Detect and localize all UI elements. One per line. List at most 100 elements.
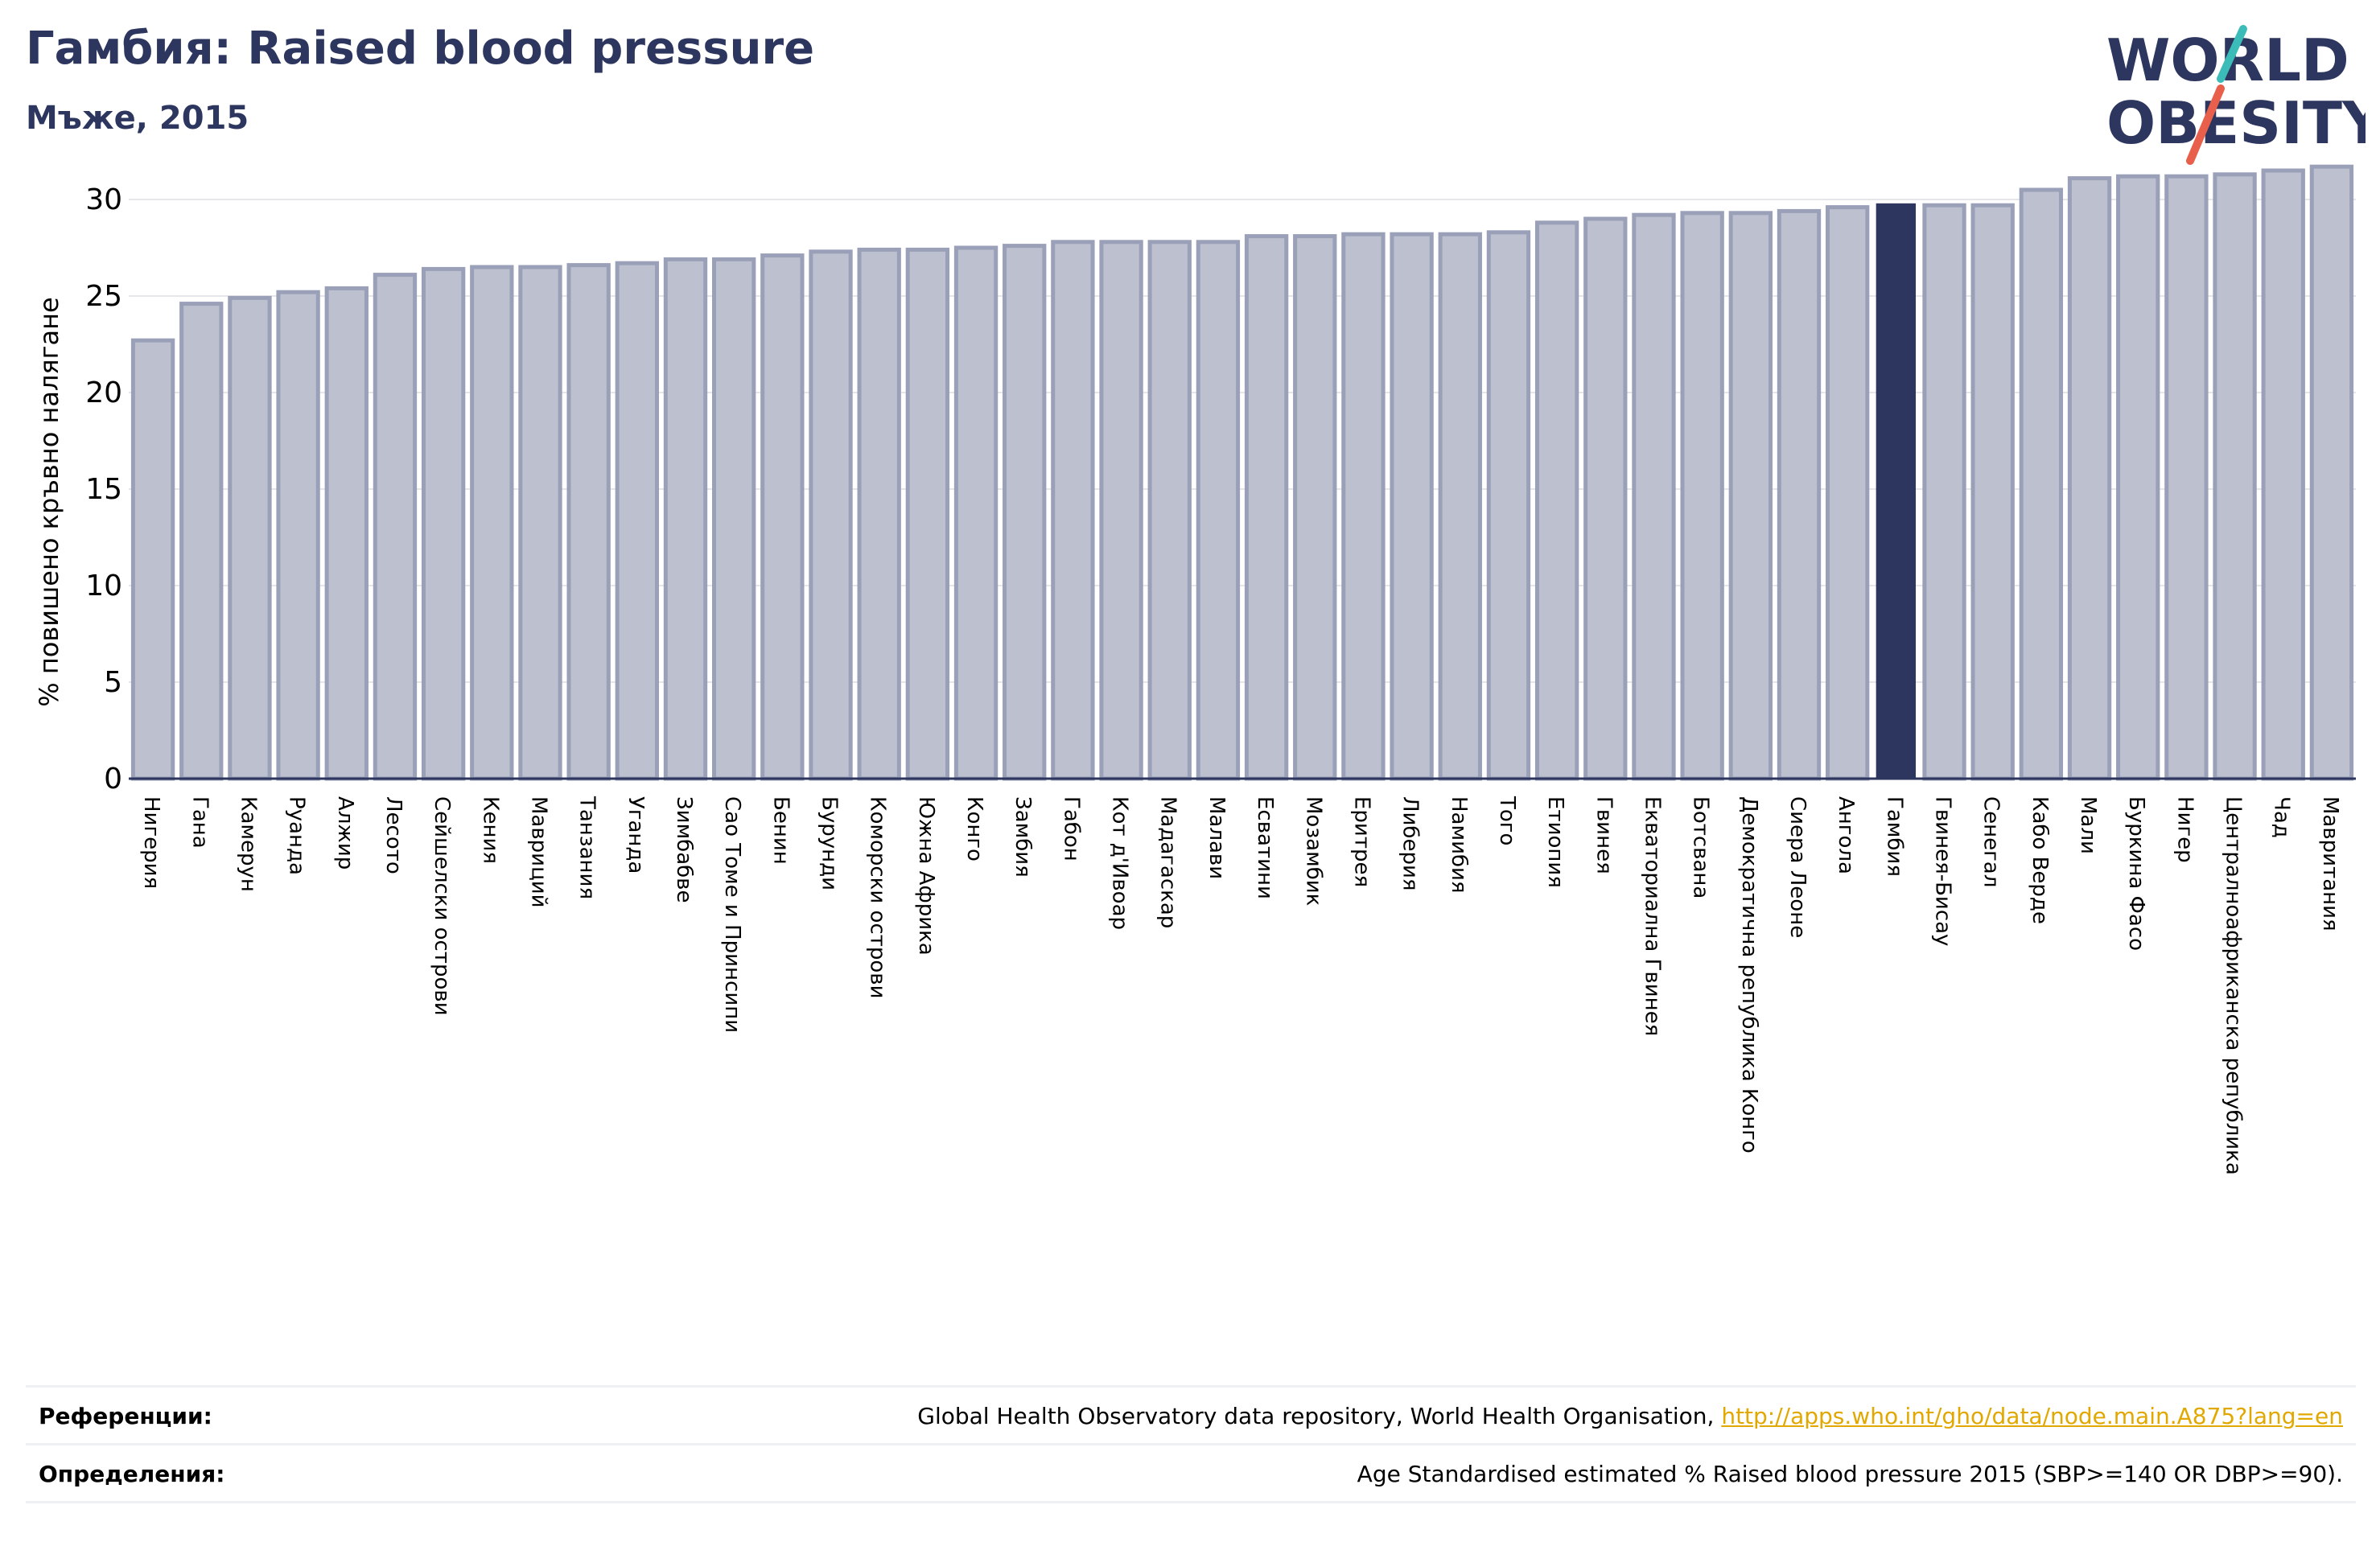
bar: [1051, 240, 1095, 781]
x-tick-label: Алжир: [333, 796, 357, 870]
definitions-row: Определения: Age Standardised estimated …: [26, 1446, 2356, 1503]
x-tick-label: Либерия: [1398, 796, 1423, 891]
x-tick-label: Централноафриканска република: [2221, 796, 2246, 1175]
references-row: Референции: Global Health Observatory da…: [26, 1388, 2356, 1445]
bar: [566, 263, 611, 781]
bar: [1244, 234, 1289, 781]
bar: [373, 273, 418, 781]
y-tick-label: 15: [85, 473, 122, 506]
bar-chart: 0 5 10 15 20 25 30 Нигерия Гана Камерун Руанда Алж…: [34, 164, 2356, 1175]
x-tick-label: Бенин: [768, 796, 793, 865]
y-axis-label: % повишено кръвно налягане: [34, 297, 64, 706]
bar: [663, 257, 708, 781]
definitions-text: Age Standardised estimated % Raised bloo…: [1357, 1461, 2343, 1487]
x-tick-label: Мавритания: [2318, 796, 2342, 931]
bar: [276, 290, 320, 781]
references-text: Global Health Observatory data repositor…: [917, 1403, 1715, 1429]
y-tick-label: 0: [104, 763, 122, 796]
logo-slash-teal: [2217, 25, 2247, 83]
x-tick-label: Лесото: [381, 796, 406, 874]
x-tick-label: Нигерия: [139, 796, 163, 889]
bar: [470, 265, 514, 781]
bar: [1970, 203, 2015, 781]
page-title: Гамбия: Raised blood pressure: [26, 23, 815, 75]
bar: [712, 257, 756, 781]
x-tick-label: Сенегал: [1979, 796, 2003, 887]
x-tick-label: Уганда: [624, 796, 648, 874]
x-tick-label: Мавриций: [526, 796, 550, 908]
x-tick-label: Зимбабве: [672, 796, 696, 903]
bar: [1632, 212, 1676, 781]
x-tick-label: Кот д'Ивоар: [1108, 796, 1132, 930]
y-tick-label: 25: [85, 280, 122, 313]
x-tick-label: Буркина Фасо: [2124, 796, 2148, 951]
x-tick-label: Габон: [1059, 796, 1083, 861]
bar: [1390, 232, 1434, 781]
x-tick-label: Есватини: [1253, 796, 1277, 899]
bar: [2116, 174, 2160, 781]
world-obesity-logo: WORLD OBESITY: [2106, 25, 2366, 165]
y-tick-label: 20: [85, 376, 122, 409]
bar-highlighted: [1876, 203, 1917, 779]
bar: [615, 261, 659, 781]
bar: [1922, 203, 1966, 781]
bar: [2261, 168, 2305, 781]
bar: [1438, 232, 1482, 781]
x-tick-label: Малави: [1204, 796, 1229, 879]
bar: [1728, 211, 1773, 781]
bar: [760, 253, 805, 781]
x-tick-label: Того: [1495, 796, 1519, 845]
bar: [1003, 244, 1047, 781]
x-tick-label: Ботсвана: [1689, 796, 1713, 898]
x-tick-label: Замбия: [1011, 796, 1035, 878]
bar: [2164, 174, 2209, 781]
x-tick-label: Сиера Леоне: [1785, 796, 1810, 938]
footer-divider-top: [26, 1385, 2356, 1388]
x-tick-label: Чад: [2270, 796, 2294, 838]
x-tick-label: Южна Африка: [914, 796, 938, 956]
logo-text-obesity: OBESITY: [2106, 89, 2366, 157]
x-tick-label: Мадагаскар: [1156, 796, 1180, 928]
bar: [179, 302, 224, 781]
bar: [905, 247, 950, 781]
y-tick-label: 5: [104, 666, 122, 699]
x-tick-label: Мозамбик: [1301, 796, 1325, 906]
references-link[interactable]: http://apps.who.int/gho/data/node.main.A…: [1721, 1403, 2343, 1429]
bar: [953, 245, 999, 781]
x-tick-label: Танзания: [575, 796, 599, 899]
bar: [1341, 232, 1386, 781]
references-value: Global Health Observatory data repositor…: [917, 1403, 2343, 1429]
bar: [2019, 187, 2064, 781]
bar: [1777, 208, 1822, 781]
bar: [421, 266, 466, 781]
x-tick-label: Бурунди: [817, 796, 842, 890]
bar: [2213, 172, 2257, 781]
x-tick-label: Гвинея-Бисау: [1931, 796, 1955, 946]
bar: [809, 249, 853, 781]
x-tick-label: Гвинея: [1591, 796, 1616, 874]
logo-slash-red: [2186, 84, 2225, 165]
x-tick-label: Кабо Верде: [2028, 796, 2052, 924]
x-tick-label: Кения: [478, 796, 502, 864]
bar: [2067, 176, 2112, 781]
bar: [1583, 216, 1628, 781]
x-tick-label: Еритрея: [1349, 796, 1373, 887]
definitions-label: Определения:: [39, 1461, 225, 1487]
bar: [1486, 230, 1531, 781]
x-tick-label: Гамбия: [1882, 796, 1906, 877]
bar: [130, 338, 175, 781]
x-tick-label: Сао Томе и Принсипи: [720, 796, 744, 1033]
x-tick-label: Сейшелски острови: [430, 796, 454, 1016]
footer-divider-bottom: [26, 1501, 2356, 1503]
y-tick-label: 30: [85, 183, 122, 216]
bar: [1147, 240, 1192, 781]
bar: [1680, 211, 1724, 781]
bar: [1099, 240, 1143, 781]
bar: [1534, 220, 1579, 781]
x-tick-label: Нигер: [2172, 796, 2197, 863]
x-tick-label: Камерун: [236, 796, 260, 892]
bar: [1826, 205, 1870, 781]
references-label: Референции:: [39, 1403, 212, 1429]
bar: [228, 295, 272, 781]
bar: [1196, 240, 1241, 781]
